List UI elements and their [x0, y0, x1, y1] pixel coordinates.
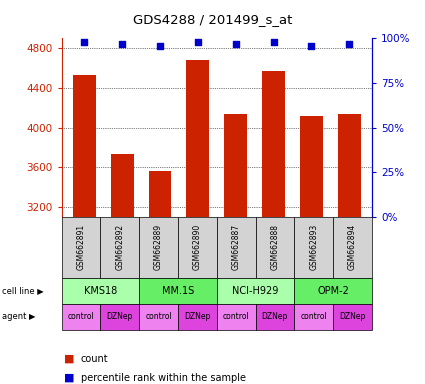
Bar [73, 75, 96, 217]
Text: control: control [145, 312, 172, 321]
Text: KMS18: KMS18 [84, 286, 117, 296]
Point [308, 43, 315, 49]
Text: ■: ■ [64, 373, 74, 383]
Text: percentile rank within the sample: percentile rank within the sample [81, 373, 246, 383]
Text: DZNep: DZNep [339, 312, 366, 321]
Text: NCI-H929: NCI-H929 [232, 286, 279, 296]
Text: ■: ■ [64, 354, 74, 364]
Text: count: count [81, 354, 108, 364]
Bar [111, 154, 133, 217]
Bar [300, 116, 323, 217]
Text: control: control [300, 312, 327, 321]
Text: OPM-2: OPM-2 [317, 286, 349, 296]
Point [194, 39, 201, 45]
Point [81, 39, 88, 45]
Text: DZNep: DZNep [262, 312, 288, 321]
Point [156, 43, 163, 49]
Text: GSM662890: GSM662890 [193, 224, 202, 270]
Text: GSM662893: GSM662893 [309, 224, 318, 270]
Text: GDS4288 / 201499_s_at: GDS4288 / 201499_s_at [133, 13, 292, 26]
Text: DZNep: DZNep [184, 312, 210, 321]
Text: GSM662888: GSM662888 [270, 224, 279, 270]
Bar [149, 171, 171, 217]
Text: GSM662894: GSM662894 [348, 224, 357, 270]
Bar [262, 71, 285, 217]
Text: GSM662892: GSM662892 [115, 224, 124, 270]
Text: control: control [68, 312, 94, 321]
Point [346, 41, 353, 47]
Text: MM.1S: MM.1S [162, 286, 194, 296]
Point [119, 41, 125, 47]
Bar [187, 60, 209, 217]
Text: GSM662891: GSM662891 [76, 224, 85, 270]
Bar [338, 114, 360, 217]
Text: GSM662887: GSM662887 [232, 224, 241, 270]
Point [270, 39, 277, 45]
Text: GSM662889: GSM662889 [154, 224, 163, 270]
Text: agent ▶: agent ▶ [2, 312, 36, 321]
Text: DZNep: DZNep [107, 312, 133, 321]
Text: control: control [223, 312, 249, 321]
Text: cell line ▶: cell line ▶ [2, 286, 44, 295]
Point [232, 41, 239, 47]
Bar [224, 114, 247, 217]
